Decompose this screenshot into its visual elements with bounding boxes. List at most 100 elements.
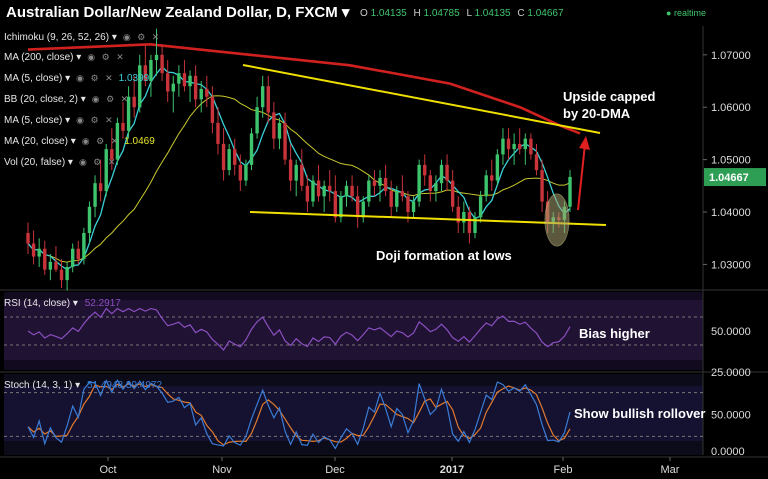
rsi-tick-label: 50.0000 (711, 326, 751, 338)
candle-body (121, 122, 125, 131)
candle-body (344, 185, 349, 197)
candle-body (216, 122, 220, 144)
candle-body (400, 191, 405, 197)
indicator-legend-item[interactable]: Vol (20, false) ▾ ◉ ⚙ ✕ (4, 157, 117, 168)
indicator-label: MA (20, close) ▾ (4, 136, 76, 147)
indicator-legend-item[interactable]: MA (20, close) ▾ ◉ ⚙ ✕ 1.0469 (4, 136, 155, 147)
candle-body (227, 149, 231, 171)
candle-body (138, 65, 142, 108)
high-value: 1.04785 (423, 8, 460, 19)
candle-body (372, 180, 377, 186)
rsi-legend[interactable]: RSI (14, close) ▾ 52.2917 (4, 298, 121, 309)
indicator-legend-item[interactable]: MA (200, close) ▾ ◉ ⚙ ✕ (4, 52, 126, 63)
candle-body (450, 180, 455, 207)
candle-body (529, 138, 533, 155)
current-price-label: 1.04667 (709, 172, 749, 184)
candle-body (54, 261, 58, 270)
candle-body (300, 164, 304, 186)
candle-body (283, 122, 287, 160)
candle-body (199, 88, 203, 100)
candle-body (378, 177, 382, 186)
candle-body (328, 185, 332, 192)
candle-body (288, 159, 293, 181)
candle-body (115, 122, 120, 160)
candle-body (311, 180, 315, 202)
candle-body (568, 176, 572, 207)
indicator-controls-icon[interactable]: ◉ ⚙ ✕ (81, 136, 121, 146)
indicator-controls-icon[interactable]: ◉ ⚙ ✕ (87, 52, 126, 62)
candle-body (523, 138, 527, 150)
candle-body (37, 248, 41, 257)
candle-body (193, 75, 198, 100)
indicator-controls-icon[interactable]: ◉ ⚙ ✕ (91, 94, 131, 104)
candle-body (82, 232, 86, 260)
stoch-legend[interactable]: Stoch (14, 3, 1) ▾ 51.4948 39.4972 (4, 380, 163, 391)
candle-body (501, 138, 505, 155)
candle-body (411, 201, 416, 213)
y-tick-label: 1.04000 (711, 207, 751, 219)
candle-body (339, 196, 343, 218)
indicator-label: MA (200, close) ▾ (4, 52, 82, 63)
indicator-legend-item[interactable]: MA (5, close) ▾ ◉ ⚙ ✕ 1.0399 (4, 73, 149, 84)
candle-body (367, 180, 371, 202)
stoch-tick-label: 50.0000 (711, 410, 751, 422)
candle-body (540, 170, 544, 202)
annotation-upside: Upside capped (563, 89, 656, 104)
candle-body (456, 206, 460, 223)
candle-body (149, 60, 153, 82)
stoch-tick-label: 25.0000 (711, 367, 751, 379)
candle-body (43, 248, 47, 270)
candle-body (165, 73, 170, 92)
candle-body (350, 185, 354, 197)
candle-body (93, 183, 97, 207)
candle-body (355, 196, 360, 218)
indicator-value: 1.0399 (118, 73, 150, 84)
indicator-legend-item[interactable]: MA (5, close) ▾ ◉ ⚙ ✕ (4, 115, 115, 126)
candle-body (316, 180, 321, 197)
indicator-controls-icon[interactable]: ◉ ⚙ ✕ (76, 115, 115, 125)
candle-body (249, 133, 254, 165)
close-value: 1.04667 (527, 8, 564, 19)
candle-body (143, 65, 148, 82)
candle-body (434, 183, 438, 192)
candle-body (244, 164, 248, 181)
candle-body (383, 177, 388, 192)
candle-body (98, 183, 103, 192)
candle-body (462, 212, 466, 223)
candle-body (406, 196, 410, 213)
candle-body (467, 212, 472, 233)
candle-body (31, 243, 36, 257)
doji-highlight (544, 193, 570, 247)
indicator-controls-icon[interactable]: ◉ ⚙ ✕ (76, 73, 115, 83)
indicator-controls-icon[interactable]: ◉ ⚙ ✕ (78, 157, 118, 167)
candle-body (506, 138, 511, 150)
candle-body (188, 75, 192, 87)
candle-body (87, 206, 92, 233)
indicator-legend-item[interactable]: Ichimoku (9, 26, 52, 26) ▾ ◉ ⚙ ✕ (4, 32, 161, 43)
candle-body (534, 154, 539, 171)
candle-body (160, 54, 164, 74)
candle-body (484, 175, 488, 197)
y-tick-label: 1.05000 (711, 155, 751, 167)
x-tick-label: Oct (99, 464, 116, 476)
candle-body (260, 86, 265, 108)
indicator-controls-icon[interactable]: ◉ ⚙ ✕ (122, 32, 162, 42)
candle-body (48, 261, 53, 270)
candle-body (305, 185, 310, 202)
indicator-value: 1.0469 (124, 136, 155, 147)
x-tick-label: Mar (661, 464, 680, 476)
indicator-legend-item[interactable]: BB (20, close, 2) ▾ ◉ ⚙ ✕ (4, 94, 130, 105)
chart-title[interactable]: Australian Dollar/New Zealand Dollar, D,… (6, 4, 350, 21)
candle-body (490, 175, 494, 181)
candle-body (473, 217, 477, 233)
candle-body (221, 143, 226, 171)
indicator-label: Vol (20, false) ▾ (4, 157, 73, 168)
candle-body (171, 83, 175, 92)
x-tick-label: Dec (325, 464, 345, 476)
candle-body (272, 112, 276, 139)
candle-body (495, 154, 500, 181)
upside-arrow (577, 143, 586, 211)
x-tick-label: 2017 (440, 464, 464, 476)
candle-body (277, 122, 282, 139)
